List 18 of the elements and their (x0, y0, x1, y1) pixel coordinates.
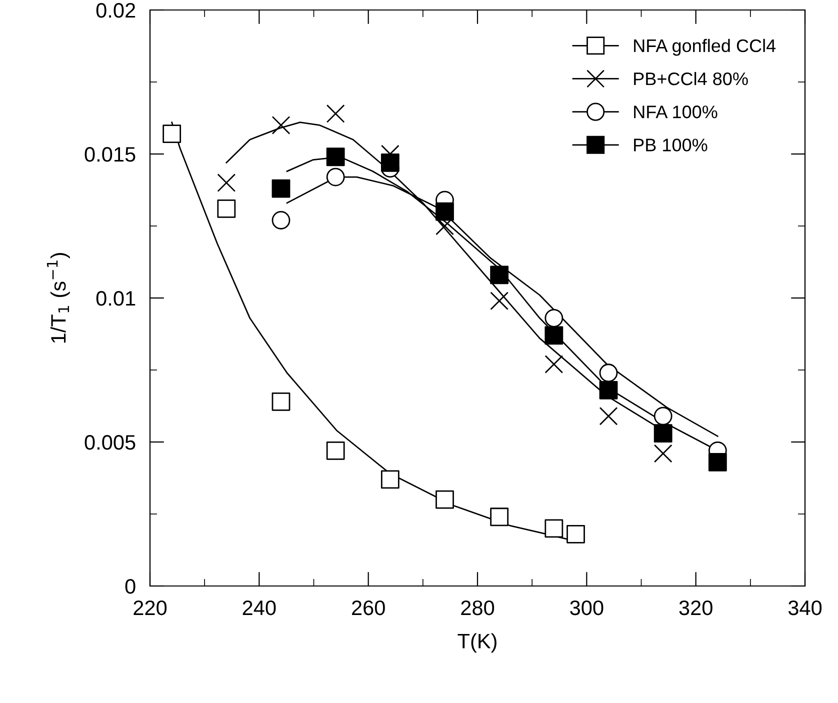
y-tick-label: 0.01 (96, 291, 136, 306)
x-tick-label: 320 (679, 600, 712, 616)
x-tick-label: 220 (134, 600, 167, 616)
y-tick-label: 0.02 (96, 3, 136, 18)
y-tick-label: 0.005 (84, 435, 136, 450)
legend-label: NFA 100% (634, 106, 718, 118)
legend-label: PB 100% (634, 138, 708, 152)
x-tick-label: 280 (461, 600, 494, 616)
x-axis-title: T(K) (458, 633, 496, 653)
y-tick-label: 0.015 (84, 147, 136, 162)
legend-label: NFA gonfled CCl4 (634, 38, 776, 56)
legend-label: PB+CCl4 80% (634, 72, 748, 86)
y-axis-title: 1/T$_{1}$ (s$^{−1}$) (46, 253, 70, 343)
x-tick-label: 260 (352, 600, 385, 616)
y-tick-label: 0 (125, 579, 136, 594)
x-tick-label: 240 (242, 600, 276, 616)
x-tick-label: 300 (570, 600, 604, 616)
x-tick-label: 340 (788, 600, 822, 616)
